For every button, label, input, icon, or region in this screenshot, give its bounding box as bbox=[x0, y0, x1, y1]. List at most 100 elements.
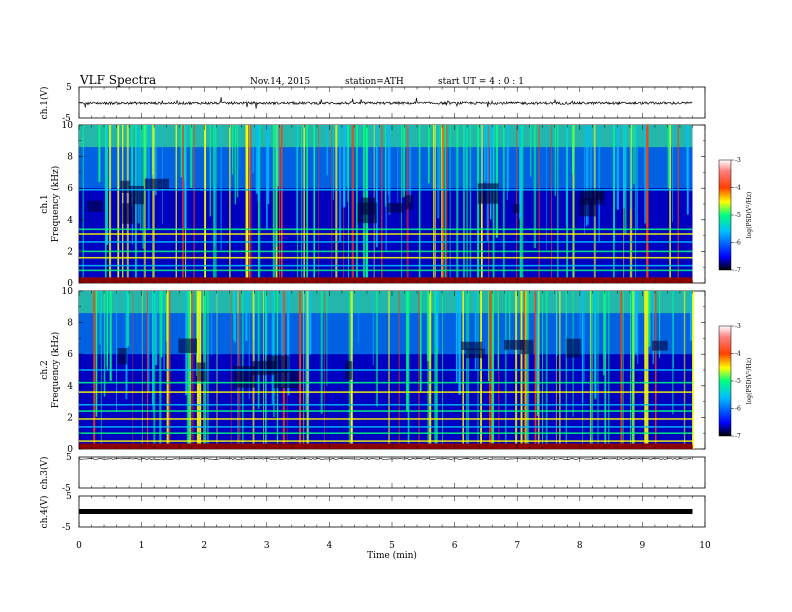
ch3-ytick-bottom: -5 bbox=[62, 484, 71, 494]
sferic-streak bbox=[623, 125, 625, 209]
narrowband-line bbox=[79, 381, 693, 384]
ch4-ytick-top: 5 bbox=[66, 492, 72, 502]
sferic-streak bbox=[258, 125, 261, 283]
sferic-streak bbox=[193, 125, 195, 283]
sferic-streak bbox=[139, 125, 142, 231]
sferic-streak bbox=[267, 125, 270, 205]
sferic-streak bbox=[271, 291, 274, 405]
sferic-streak bbox=[506, 125, 508, 200]
sferic-streak bbox=[220, 125, 222, 251]
sferic-streak bbox=[480, 125, 483, 283]
time-tick-label: 4 bbox=[327, 541, 333, 551]
sferic-streak bbox=[634, 291, 637, 354]
sferic-streak bbox=[275, 125, 278, 247]
sferic-streak bbox=[508, 291, 511, 351]
sferic-streak bbox=[463, 125, 465, 283]
sferic-streak bbox=[351, 125, 354, 283]
sferic-streak bbox=[403, 125, 406, 198]
quiet-patch bbox=[357, 202, 377, 224]
sferic-streak bbox=[530, 125, 532, 177]
quiet-patch bbox=[122, 203, 135, 224]
sferic-streak bbox=[108, 125, 112, 283]
sferic-streak bbox=[143, 125, 146, 283]
freq-tick-label: 10 bbox=[62, 287, 74, 297]
sferic-streak bbox=[313, 125, 316, 283]
freq-tick-label: 6 bbox=[67, 184, 73, 194]
low-frequency-band bbox=[79, 277, 693, 283]
sferic-streak bbox=[296, 125, 298, 234]
ch1-waveform-trace bbox=[78, 97, 693, 109]
quiet-patch bbox=[504, 339, 524, 350]
sferic-streak bbox=[246, 125, 249, 283]
sferic-streak bbox=[595, 125, 596, 241]
time-tick-label: 6 bbox=[452, 541, 458, 551]
sferic-streak bbox=[590, 125, 592, 201]
sferic-streak bbox=[380, 125, 383, 283]
sferic-streak bbox=[437, 125, 440, 219]
sferic-streak bbox=[669, 125, 671, 283]
time-tick-label: 2 bbox=[201, 541, 207, 551]
sferic-streak bbox=[384, 125, 386, 207]
time-tick-label: 8 bbox=[577, 541, 583, 551]
sferic-streak bbox=[147, 125, 150, 230]
date-label: Nov.14, 2015 bbox=[250, 77, 311, 87]
sferic-streak bbox=[533, 125, 537, 249]
sferic-streak bbox=[372, 291, 374, 366]
sferic-streak bbox=[481, 125, 483, 198]
quiet-patch bbox=[477, 183, 499, 204]
sferic-streak bbox=[116, 291, 117, 412]
sferic-streak bbox=[348, 125, 350, 283]
sferic-streak bbox=[190, 125, 193, 188]
time-tick-label: 5 bbox=[389, 541, 395, 551]
sferic-streak bbox=[98, 125, 101, 182]
sferic-streak bbox=[437, 291, 439, 354]
ch3-ytick-top: 5 bbox=[66, 453, 72, 463]
sferic-streak bbox=[554, 125, 556, 196]
sferic-streak bbox=[154, 125, 157, 196]
narrowband-line bbox=[79, 410, 693, 412]
quiet-patch bbox=[144, 178, 170, 191]
sferic-streak bbox=[180, 125, 183, 178]
ch3-waveform-trace bbox=[78, 457, 692, 460]
sferic-streak bbox=[488, 125, 490, 283]
sferic-streak bbox=[245, 291, 248, 341]
sferic-streak bbox=[160, 291, 163, 358]
quiet-patch bbox=[266, 355, 290, 373]
sferic-streak bbox=[301, 125, 303, 283]
sferic-streak bbox=[233, 291, 235, 341]
narrowband-line bbox=[79, 228, 693, 231]
sferic-streak bbox=[276, 125, 279, 187]
sferic-streak bbox=[388, 125, 391, 215]
narrowband-line bbox=[79, 233, 693, 235]
sferic-streak bbox=[397, 125, 399, 204]
sferic-streak bbox=[297, 125, 299, 283]
sferic-streak bbox=[581, 291, 584, 404]
sferic-streak bbox=[557, 125, 559, 283]
sferic-streak bbox=[343, 125, 346, 208]
ch1-colorbar bbox=[718, 159, 732, 271]
quiet-patch bbox=[404, 195, 414, 210]
sferic-streak bbox=[644, 125, 647, 224]
sferic-streak bbox=[326, 125, 329, 176]
sferic-streak bbox=[613, 125, 615, 283]
sferic-streak bbox=[556, 291, 558, 357]
freq-tick-label: 4 bbox=[67, 216, 73, 226]
sferic-streak bbox=[428, 125, 430, 184]
sferic-streak bbox=[474, 291, 477, 371]
sferic-streak bbox=[257, 291, 260, 409]
sferic-streak bbox=[546, 125, 547, 251]
sferic-streak bbox=[175, 125, 177, 283]
sferic-streak bbox=[658, 291, 661, 358]
sferic-streak bbox=[278, 125, 280, 283]
sferic-streak bbox=[356, 125, 358, 283]
sferic-streak bbox=[106, 291, 108, 371]
sferic-streak bbox=[272, 125, 275, 283]
narrowband-line bbox=[79, 269, 693, 272]
sferic-streak bbox=[266, 125, 268, 229]
ch2-spectrogram-image bbox=[79, 291, 695, 449]
spectrogram-top-band bbox=[79, 291, 693, 314]
sferic-streak bbox=[346, 125, 348, 187]
sferic-streak bbox=[439, 125, 441, 191]
sferic-streak bbox=[338, 125, 342, 243]
sferic-streak bbox=[458, 291, 461, 395]
